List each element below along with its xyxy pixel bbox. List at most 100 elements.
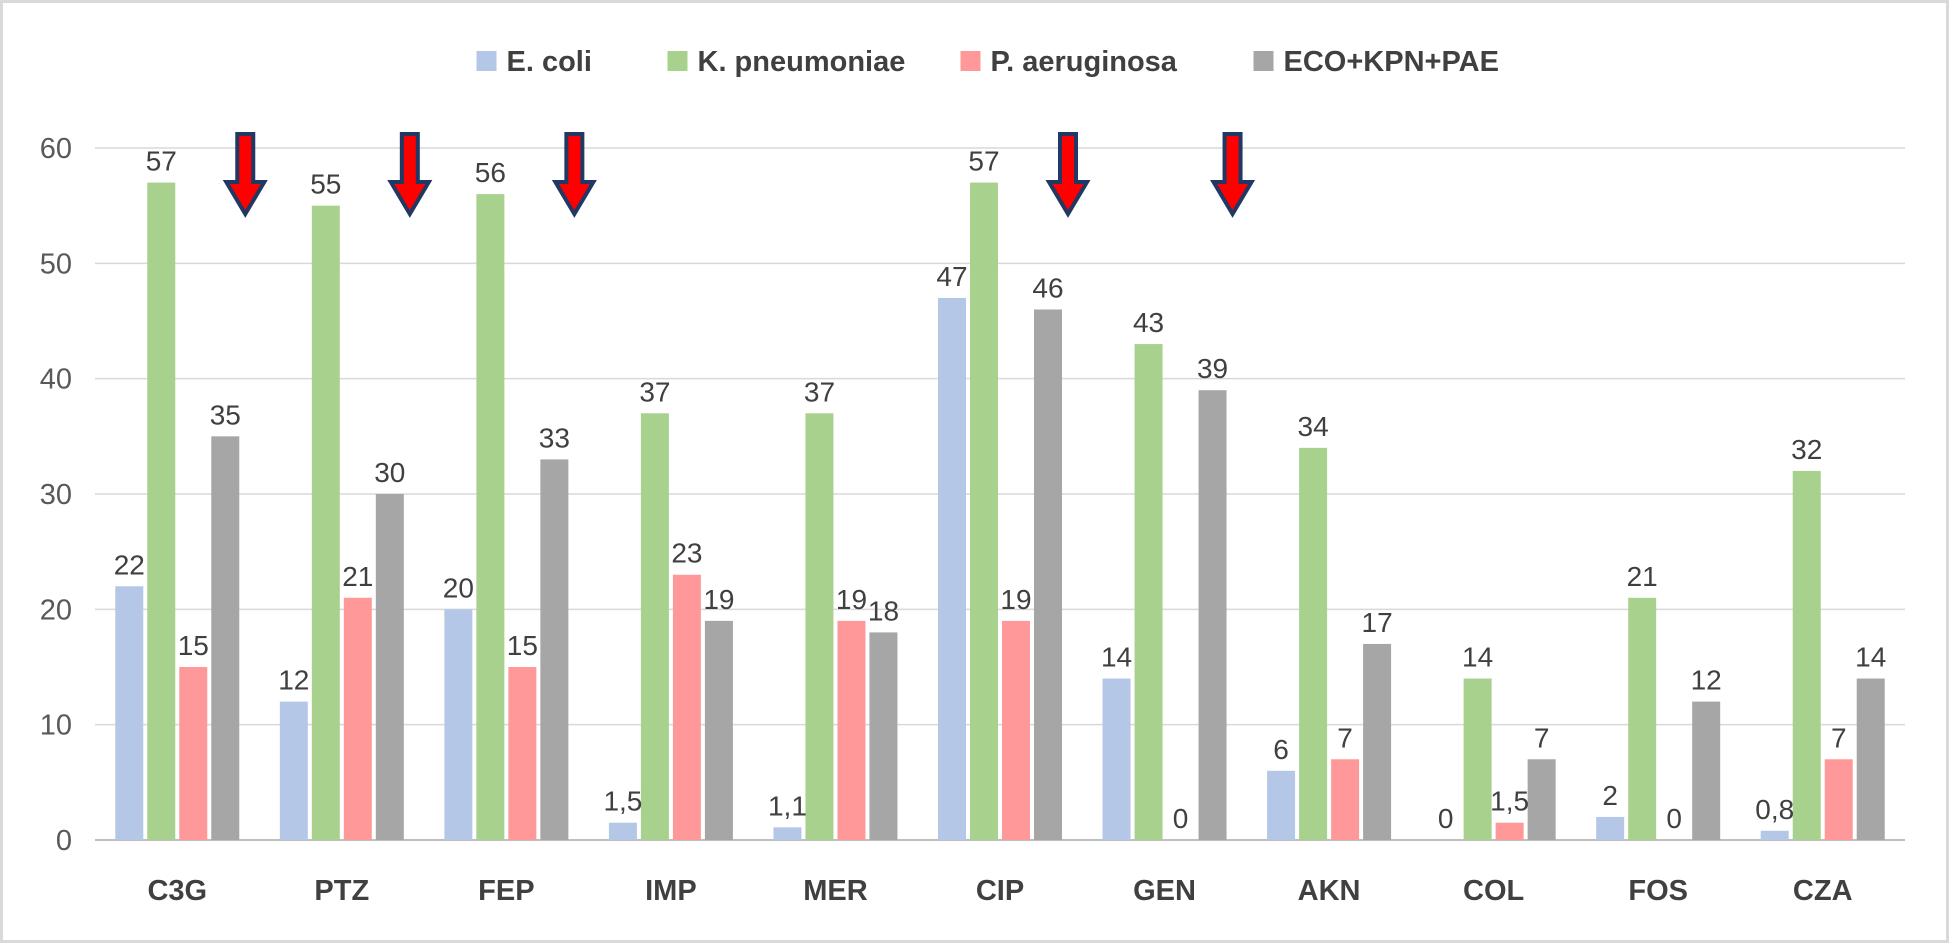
bar [608,822,637,840]
legend: E. coli K. pneumoniae P. aeruginosa ECO+KPN… [476,46,1499,78]
bar [1527,759,1556,840]
data-label: 19 [703,584,734,615]
y-tick-label: 40 [40,364,72,396]
y-tick-label: 0 [56,825,72,857]
y-tick-label: 30 [40,479,72,511]
bar [938,297,966,840]
x-tick-label: COL [1463,875,1524,907]
bar [444,609,473,840]
data-label: 19 [836,584,867,615]
x-tick-label: MER [803,875,868,907]
legend-swatch [667,51,688,71]
data-label: 0 [1666,803,1682,834]
data-label: 43 [1133,307,1164,338]
bars [115,182,1885,841]
bar [773,827,802,840]
data-label: 21 [1627,561,1658,592]
down-arrow-icon [222,132,268,218]
bar [147,182,176,841]
data-label: 32 [1791,434,1822,465]
data-label: 37 [639,376,670,407]
bar [311,205,340,840]
data-label: 14 [1855,642,1886,673]
x-tick-label: C3G [147,875,207,907]
bar [672,574,701,840]
data-label: 7 [1337,722,1353,753]
bar [375,494,404,840]
bar [1824,759,1853,840]
data-label: 1,5 [603,786,642,817]
bar [1856,678,1885,840]
x-tick-label: CIP [976,875,1024,907]
bar [805,413,834,840]
legend-swatch [960,51,981,71]
data-labels: 2257153512552130205615331,53723191,13719… [114,146,1887,834]
data-label: 20 [443,572,474,603]
legend-label: K. pneumoniae [698,46,906,78]
bar [279,701,308,840]
bar [1034,309,1062,840]
x-tick-label: CZA [1793,875,1853,907]
arrow-annotations [222,132,1256,218]
data-label: 33 [539,422,570,453]
data-label: 34 [1298,411,1329,442]
bar [1363,643,1392,840]
legend-swatch [476,51,497,71]
data-label: 14 [1101,642,1132,673]
bar [1198,390,1227,840]
x-tick-label: AKN [1298,875,1361,907]
data-label: 12 [278,665,309,696]
bar [1002,620,1030,840]
data-label: 12 [1691,665,1722,696]
data-label: 46 [1032,272,1063,303]
bar [1267,770,1296,840]
data-label: 18 [868,595,899,626]
bar [211,436,240,840]
x-tick-label: IMP [645,875,697,907]
bar [1692,701,1721,840]
data-label: 21 [342,561,373,592]
legend-swatch [1253,51,1274,71]
data-label: 22 [114,549,145,580]
bar [1463,678,1492,840]
data-label: 17 [1362,607,1393,638]
bar [1596,816,1625,840]
x-tick-label: FOS [1628,875,1688,907]
down-arrow-icon [1210,132,1256,218]
bar [476,194,505,841]
data-label: 23 [671,538,702,569]
bar [1495,822,1524,840]
data-label: 0,8 [1755,794,1794,825]
bar [1102,678,1131,840]
bar [970,182,998,841]
x-tick-label: FEP [478,875,534,907]
y-tick-label: 20 [40,594,72,626]
legend-label: ECO+KPN+PAE [1284,46,1499,78]
data-label: 57 [968,146,999,177]
data-label: 7 [1831,722,1847,753]
x-tick-label: GEN [1133,875,1196,907]
data-label: 30 [374,457,405,488]
data-label: 15 [178,630,209,661]
down-arrow-icon [387,132,433,218]
bar [115,586,144,840]
down-arrow-icon [1045,132,1091,218]
data-label: 57 [146,146,177,177]
data-label: 39 [1197,353,1228,384]
bar [869,632,898,840]
data-label: 2 [1602,780,1618,811]
legend-label: E. coli [507,46,592,78]
bar [508,667,537,840]
bar [640,413,669,840]
y-tick-label: 50 [40,248,72,280]
bar [1331,759,1360,840]
bar [179,667,208,840]
data-label: 47 [936,261,967,292]
data-label: 15 [507,630,538,661]
data-label: 7 [1534,722,1550,753]
bar [1299,447,1328,840]
bar [704,620,733,840]
bar [540,459,569,840]
